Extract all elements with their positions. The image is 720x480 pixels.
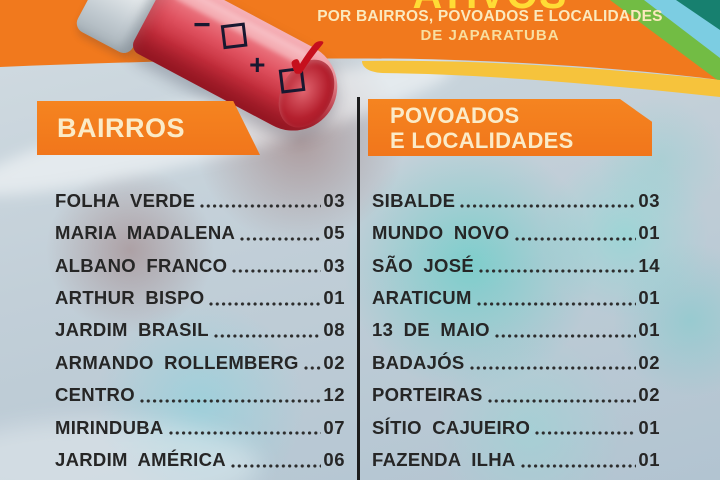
item-value: 07 [323,416,345,438]
dotted-leader [208,300,322,307]
list-item: ALBANO FRANCO 03 [55,248,345,280]
item-name: CENTRO [55,384,135,406]
dotted-leader [493,332,637,339]
dotted-leader [239,235,322,242]
bairros-section-header: BAIRROS [37,101,260,155]
item-value: 01 [638,319,660,341]
dotted-leader [468,365,637,372]
item-name: FOLHA VERDE [55,189,196,211]
list-item: JARDIM AMÉRICA 06 [55,442,345,474]
item-name: MUNDO NOVO [372,222,510,244]
list-item: CENTRO 12 [55,377,345,409]
dotted-leader [231,268,322,275]
dotted-leader [229,462,322,469]
item-name: FAZENDA ILHA [372,449,516,471]
item-value: 02 [638,351,660,373]
item-name: BADAJÓS [372,351,465,373]
item-value: 03 [323,189,345,211]
list-item: MUNDO NOVO 01 [372,215,660,247]
item-name: SIBALDE [372,189,456,211]
list-item: FAZENDA ILHA 01 [372,442,660,474]
corner-stripe-teal [676,0,720,30]
plus-sign-icon: + [249,49,266,81]
yellow-swoosh-stripe [362,60,720,97]
item-name: JARDIM AMÉRICA [55,449,226,471]
page-title: ATIVOS [291,0,690,16]
item-name: ARMANDO ROLLEMBERG [55,351,299,373]
povoados-label-line2: E LOCALIDADES [390,128,574,153]
item-name: JARDIM BRASIL [55,319,209,341]
dotted-leader [199,203,322,210]
list-item: SÃO JOSÉ 14 [372,248,660,280]
list-item: MIRINDUBA 07 [55,410,345,442]
item-value: 05 [323,222,345,244]
item-value: 02 [323,351,345,373]
list-item: SIBALDE 03 [372,183,660,215]
item-value: 14 [638,254,660,276]
list-item: ARATICUM 01 [372,280,660,312]
dotted-leader [534,430,637,437]
list-item: PORTEIRAS 02 [372,377,660,409]
item-name: ARTHUR BISPO [55,287,205,309]
item-value: 01 [323,287,345,309]
item-value: 03 [638,189,660,211]
povoados-label-line1: POVOADOS [390,103,520,128]
dotted-leader [302,365,322,372]
minus-sign-icon: − [193,8,211,42]
povoados-section-header: POVOADOS E LOCALIDADES [368,99,652,156]
page-subtitle-line1: POR BAIRROS, POVOADOS E LOCALIDADES [317,8,663,25]
list-item: JARDIM BRASIL 08 [55,313,345,345]
dotted-leader [475,300,637,307]
item-value: 12 [323,384,345,406]
item-name: MIRINDUBA [55,416,164,438]
item-name: ALBANO FRANCO [55,254,228,276]
checkbox-unchecked-icon [220,22,248,50]
item-value: 01 [638,222,660,244]
list-item: SÍTIO CAJUEIRO 01 [372,410,660,442]
povoados-list: SIBALDE 03 MUNDO NOVO 01 SÃO JOSÉ 14 ARATIC… [372,183,660,475]
item-value: 01 [638,449,660,471]
item-value: 01 [638,287,660,309]
dotted-leader [478,268,637,275]
dotted-leader [513,235,637,242]
column-divider [357,97,360,480]
page-subtitle-line2: DE JAPARATUBA [420,27,560,44]
dotted-leader [486,397,637,404]
item-name: 13 DE MAIO [372,319,490,341]
item-name: PORTEIRAS [372,384,483,406]
item-value: 03 [323,254,345,276]
dotted-leader [138,397,322,404]
dotted-leader [212,332,322,339]
item-value: 01 [638,416,660,438]
list-item: MARIA MADALENA 05 [55,215,345,247]
dotted-leader [459,203,637,210]
list-item: ARMANDO ROLLEMBERG 02 [55,345,345,377]
item-value: 02 [638,384,660,406]
item-name: ARATICUM [372,287,472,309]
bairros-list: FOLHA VERDE 03 MARIA MADALENA 05 ALBANO FR… [55,183,345,475]
bairros-label: BAIRROS [57,113,186,143]
item-value: 06 [323,449,345,471]
item-name: SÃO JOSÉ [372,254,474,276]
dotted-leader [519,462,637,469]
list-item: BADAJÓS 02 [372,345,660,377]
item-name: MARIA MADALENA [55,222,236,244]
list-item: 13 DE MAIO 01 [372,313,660,345]
item-value: 08 [323,319,345,341]
list-item: FOLHA VERDE 03 [55,183,345,215]
dotted-leader [167,430,322,437]
item-name: SÍTIO CAJUEIRO [372,416,531,438]
list-item: ARTHUR BISPO 01 [55,280,345,312]
